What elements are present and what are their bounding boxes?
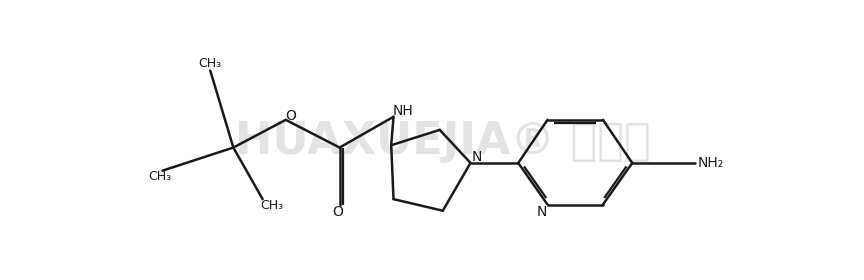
Text: NH₂: NH₂ — [697, 156, 724, 170]
Text: O: O — [333, 205, 344, 219]
Text: O: O — [285, 109, 295, 123]
Text: N: N — [537, 205, 547, 219]
Text: CH₃: CH₃ — [148, 170, 171, 183]
Text: N: N — [472, 150, 482, 164]
Text: CH₃: CH₃ — [260, 199, 283, 212]
Text: NH: NH — [392, 104, 413, 118]
Text: CH₃: CH₃ — [199, 57, 222, 70]
Text: HUAXUEJIA® 化学加: HUAXUEJIA® 化学加 — [235, 120, 651, 163]
